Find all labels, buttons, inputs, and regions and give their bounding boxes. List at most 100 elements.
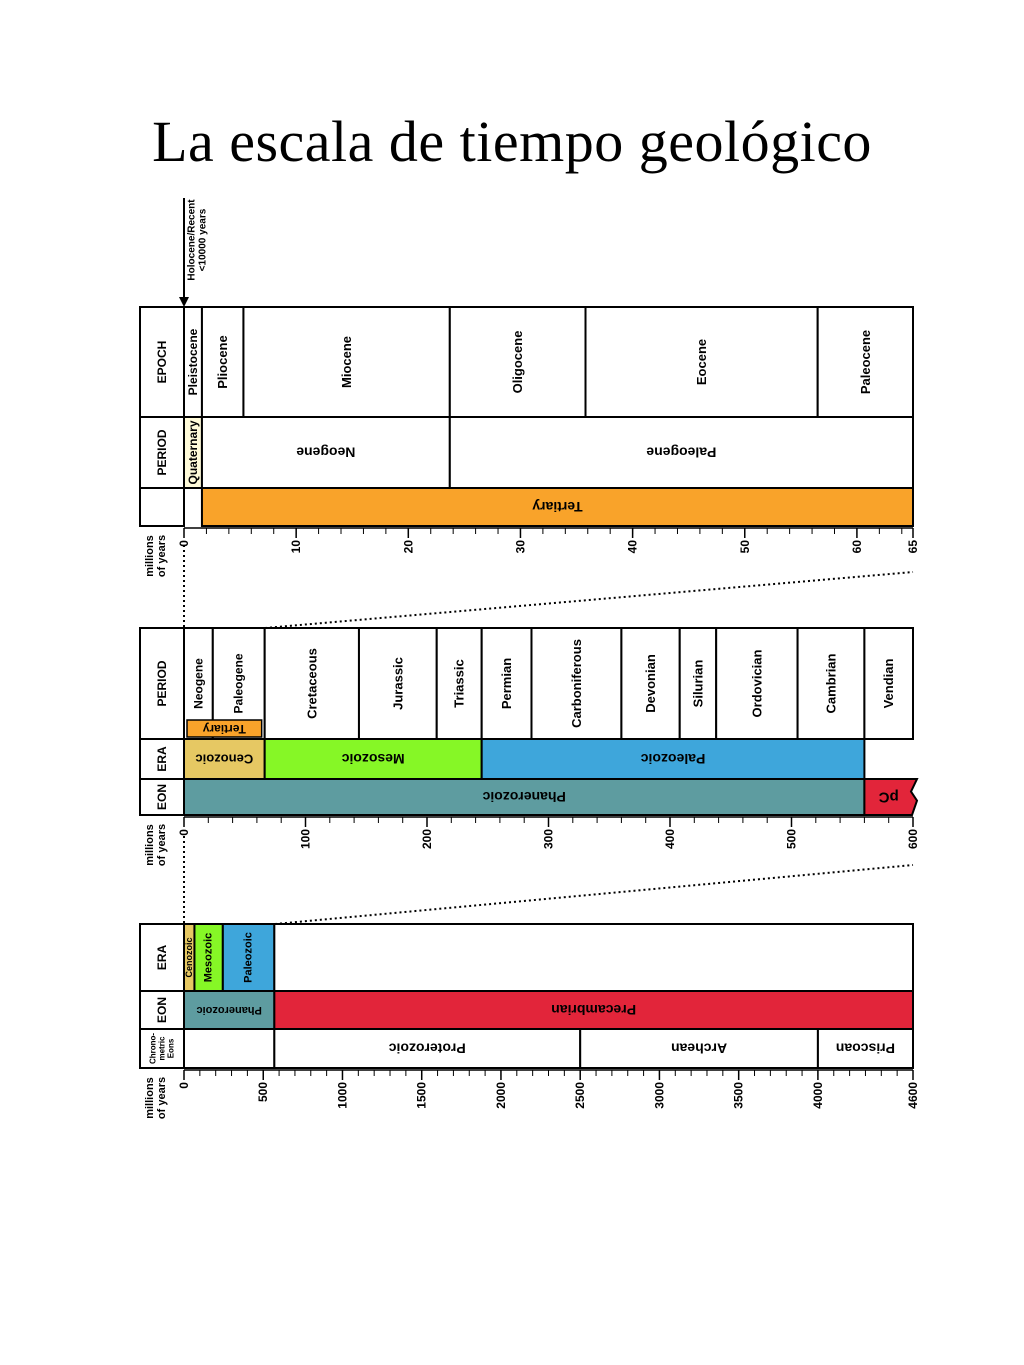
row-label-cell-epoch	[139, 306, 185, 418]
unit-cenozoic	[183, 738, 266, 780]
unit-mesozoic	[193, 923, 224, 992]
tick-label: 200	[420, 829, 434, 849]
tick-label: 100	[299, 829, 313, 849]
row-label-era: ERA	[155, 945, 169, 971]
connector-right	[274, 864, 914, 925]
unit-vendian	[863, 627, 915, 740]
unit-phanerozoic	[183, 778, 866, 816]
tick-label: 600	[906, 829, 920, 849]
row-label-cell-period	[139, 416, 185, 489]
tick-label: 2000	[494, 1082, 508, 1109]
unit-tertiary	[200, 487, 914, 527]
unit-label-triassic: Triassic	[452, 659, 467, 707]
unit-label-neogene: Neogene	[191, 658, 205, 709]
unit-paleogene	[448, 416, 914, 489]
unit-label-phanerozoic: Phanerozoic	[196, 1004, 261, 1016]
tick-label: 60	[850, 540, 864, 554]
connector-right	[264, 571, 914, 629]
unit-tertiary-small	[186, 719, 263, 738]
unit-label-cretaceous: Cretaceous	[304, 648, 319, 719]
unit-label-tertiary: Tertiary	[532, 499, 583, 515]
axis-title: of years	[156, 535, 168, 577]
unit-precambrian-short	[863, 778, 919, 816]
unit-label-quaternary: Quaternary	[186, 420, 200, 484]
unit-label-vendian: Vendian	[881, 659, 896, 709]
tick-label: 3000	[652, 1082, 666, 1109]
unit-label-archean: Archean	[671, 1041, 727, 1057]
zoom-connectors	[183, 545, 914, 925]
row-label-chrono-metric-eons: Eons	[167, 1038, 176, 1058]
tick-label: 2500	[573, 1082, 587, 1109]
tick-label: 1000	[335, 1082, 349, 1109]
unit-paleocene	[816, 306, 915, 418]
unit-label-cenozoic: Cenozoic	[184, 937, 194, 977]
unit-label-neogene: Neogene	[296, 445, 355, 461]
axis-title: millions	[144, 535, 156, 577]
unit-label-silurian: Silurian	[690, 660, 705, 708]
unit-label-cenozoic: Cenozoic	[195, 752, 253, 767]
axis-title: millions	[144, 1077, 156, 1119]
unit-label-devonian: Devonian	[643, 654, 658, 713]
unit-label-pliocene: Pliocene	[215, 335, 230, 388]
axis-title: of years	[156, 1077, 168, 1119]
unit-oligocene	[448, 306, 587, 418]
unit-label-paleozoic: Paleozoic	[243, 932, 255, 983]
unit-precambrian	[273, 990, 915, 1030]
unit-triassic	[435, 627, 483, 740]
holocene-annotation: Holocene/Recent <10000 years	[179, 198, 209, 307]
unit-label-paleocene: Paleocene	[858, 330, 873, 394]
tick-label: 500	[785, 829, 799, 849]
unit-blank	[183, 1028, 276, 1069]
tick-label: 4000	[811, 1082, 825, 1109]
unit-label-proterozoic: Proterozoic	[389, 1041, 466, 1057]
tick-label: 20	[401, 540, 415, 554]
unit-label-carboniferous: Carboniferous	[569, 639, 584, 728]
row-label-eon: EON	[155, 784, 169, 810]
unit-paleozoic	[221, 923, 276, 992]
tick-label: 1500	[415, 1082, 429, 1109]
unit-phanerozoic	[183, 990, 276, 1030]
tick-label: 4600	[906, 1082, 920, 1109]
panel-cenozoic: EPOCH Pleistocene Pliocene Miocene Oligocene…	[139, 306, 920, 577]
unit-label-pc: pC	[879, 789, 899, 806]
unit-label-mesozoic: Mesozoic	[341, 751, 404, 767]
tick-label: 10	[289, 540, 303, 554]
row-label-chrono-metric-eons: metric	[158, 1036, 167, 1061]
unit-label-pleistocene: Pleistocene	[186, 328, 200, 395]
tick-label: 500	[256, 1082, 270, 1102]
unit-label-jurassic: Jurassic	[390, 657, 405, 710]
tick-label: 50	[738, 540, 752, 554]
tick-label: 400	[663, 829, 677, 849]
panel-phanerozoic: PERIOD Neogene Paleogene Cretaceous Jurassic…	[139, 627, 920, 866]
unit-label-paleozoic: Paleozoic	[641, 751, 706, 767]
tick-label: 65	[906, 540, 920, 554]
unit-blank	[273, 923, 915, 992]
axis-title: millions	[144, 824, 156, 866]
tick-label: 300	[542, 829, 556, 849]
unit-label-cambrian: Cambrian	[823, 653, 838, 713]
unit-label-phanerozoic: Phanerozoic	[482, 789, 565, 805]
holocene-label: Holocene/Recent	[187, 199, 198, 281]
unit-priscoan	[816, 1028, 914, 1069]
page-title: La escala de tiempo geológico	[152, 109, 872, 174]
unit-eocene	[584, 306, 819, 418]
unit-proterozoic	[273, 1028, 582, 1069]
tick-label: 0	[177, 829, 191, 836]
unit-cambrian	[796, 627, 866, 740]
row-label-cell-chrono-metric-eons	[139, 1028, 185, 1069]
tick-label: 0	[177, 540, 191, 547]
unit-permian	[480, 627, 533, 740]
tick-label: 3500	[732, 1082, 746, 1109]
unit-label-precambrian: Precambrian	[551, 1002, 636, 1018]
unit-jurassic	[357, 627, 438, 740]
panel-earth: ERA Cenozoic Mesozoic Paleozoic EON Phanerozo…	[139, 923, 920, 1119]
unit-archean	[579, 1028, 819, 1069]
row-label-eon: EON	[155, 997, 169, 1023]
unit-devonian	[620, 627, 681, 740]
unit-label-paleogene: Paleogene	[646, 445, 716, 461]
axis-title: of years	[156, 824, 168, 866]
unit-label-paleogene: Paleogene	[232, 653, 246, 713]
holocene-label: <10000 years	[198, 208, 209, 271]
tick-label: 0	[177, 1082, 191, 1089]
